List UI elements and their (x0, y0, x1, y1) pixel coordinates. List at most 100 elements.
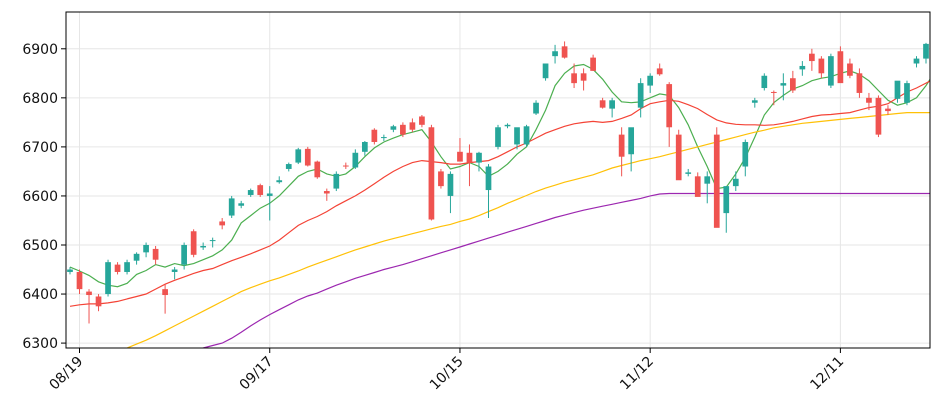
candle-body (504, 124, 511, 127)
candle (770, 90, 777, 106)
candle (390, 124, 397, 133)
candle (561, 41, 568, 59)
candle-body (209, 240, 216, 242)
candle (504, 123, 511, 129)
candle (514, 127, 520, 150)
candle (257, 183, 264, 197)
candle (580, 68, 587, 91)
candle-body (476, 152, 482, 163)
candle (247, 188, 254, 197)
candle (342, 162, 349, 169)
candle-body (789, 78, 796, 91)
candle (400, 122, 406, 138)
candle-body (419, 116, 425, 125)
candle-body (314, 161, 321, 178)
candle-body (751, 100, 758, 103)
candle-body (704, 176, 711, 184)
candle (609, 97, 615, 118)
candle (599, 97, 606, 109)
candle (295, 147, 302, 165)
candle (419, 115, 425, 128)
candle-body (609, 100, 615, 109)
candle (923, 42, 929, 64)
candle-body (266, 193, 273, 196)
candle-body (599, 100, 606, 108)
candle-body (447, 173, 454, 196)
candle-body (361, 141, 368, 152)
candle (647, 73, 654, 93)
candle-body (732, 178, 739, 187)
candle-body (333, 173, 340, 189)
candle-body (152, 248, 159, 260)
candle (533, 100, 539, 116)
candle-body (323, 191, 330, 194)
candle-body (304, 148, 311, 166)
candle (856, 68, 863, 98)
candle (114, 262, 121, 275)
candle-body (466, 152, 473, 163)
candle-body (285, 164, 292, 169)
candle-body (400, 124, 406, 135)
candle-body (438, 171, 444, 187)
candle-body (894, 80, 901, 99)
candle-body (571, 73, 577, 84)
y-axis: 6300 6400 6500 6600 6700 6800 6900 (22, 42, 66, 352)
candle-body (885, 108, 891, 112)
candle (694, 172, 701, 197)
candle (409, 118, 416, 133)
candle (789, 70, 796, 93)
candle (799, 61, 806, 76)
candle-body (86, 291, 92, 296)
candle (371, 128, 378, 145)
candle (751, 97, 758, 108)
candle-body (228, 198, 235, 216)
ma-mid-line (69, 80, 930, 307)
candle (809, 48, 815, 71)
candle-body (666, 84, 673, 128)
candle-body (76, 271, 83, 290)
candle (67, 267, 73, 275)
candle-body (742, 141, 749, 167)
candle (685, 168, 692, 177)
candle-body (637, 83, 644, 108)
candle (618, 127, 625, 177)
candle-body (923, 43, 929, 59)
candle (571, 63, 577, 89)
candle-body (675, 134, 682, 181)
candle-body (390, 126, 397, 130)
candle (885, 105, 891, 116)
candle (171, 267, 178, 280)
y-tick-label: 6800 (22, 91, 58, 107)
candle-body (105, 262, 111, 295)
candle-body (523, 126, 530, 145)
candle (837, 46, 844, 84)
candle (495, 124, 501, 150)
y-tick-label: 6500 (22, 238, 58, 254)
candle (894, 80, 901, 103)
candle (266, 186, 273, 221)
candle (304, 146, 311, 167)
candle-body (342, 165, 349, 167)
candle (742, 139, 749, 177)
candle (780, 73, 787, 101)
candle (761, 73, 768, 91)
candle (438, 168, 444, 189)
candle (209, 237, 216, 248)
candle (105, 259, 111, 297)
candle-body (818, 58, 825, 74)
candle (904, 80, 910, 106)
candle (476, 151, 482, 172)
candle (323, 188, 330, 201)
candle-body (295, 149, 302, 163)
candle-body (495, 127, 501, 147)
candle-body (219, 221, 226, 226)
y-tick-label: 6400 (22, 287, 58, 303)
candle-body (114, 264, 121, 272)
candle-body (514, 127, 520, 145)
ma-long-line (125, 111, 930, 348)
y-tick-label: 6900 (22, 42, 58, 58)
candle (552, 44, 558, 64)
candle (847, 58, 853, 79)
candle (361, 141, 368, 156)
ma-longest-line (200, 192, 930, 348)
